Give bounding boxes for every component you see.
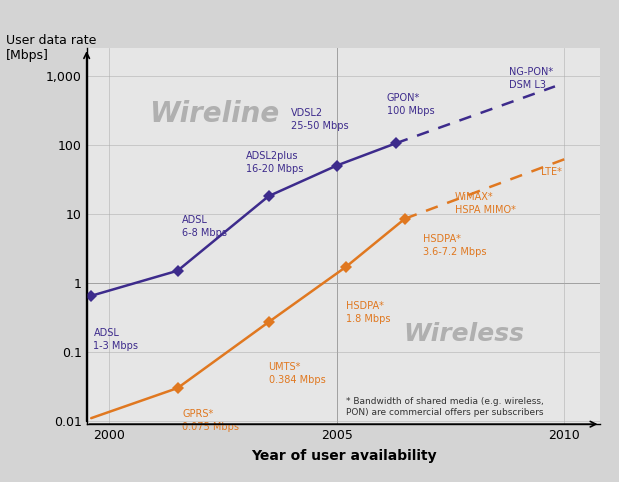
Text: GPRS*
0.075 Mbps: GPRS* 0.075 Mbps [182, 409, 239, 432]
Text: WiMAX*
HSPA MIMO*: WiMAX* HSPA MIMO* [455, 192, 516, 215]
Text: NG-PON*
DSM L3: NG-PON* DSM L3 [509, 67, 553, 90]
Text: HSDPA*
1.8 Mbps: HSDPA* 1.8 Mbps [346, 301, 391, 323]
X-axis label: Year of user availability: Year of user availability [251, 449, 436, 463]
Text: UMTS*
0.384 Mbps: UMTS* 0.384 Mbps [269, 362, 325, 385]
Text: Wireless: Wireless [404, 322, 524, 346]
Text: ADSL
6-8 Mbps: ADSL 6-8 Mbps [182, 215, 227, 238]
Text: GPON*
100 Mbps: GPON* 100 Mbps [387, 94, 435, 116]
Text: HSDPA*
3.6-7.2 Mbps: HSDPA* 3.6-7.2 Mbps [423, 234, 487, 257]
Text: User data rate
[Mbps]: User data rate [Mbps] [6, 34, 97, 62]
Text: ADSL2plus
16-20 Mbps: ADSL2plus 16-20 Mbps [246, 151, 303, 174]
Text: * Bandwidth of shared media (e.g. wireless,
PON) are commercial offers per subsc: * Bandwidth of shared media (e.g. wirele… [346, 397, 543, 417]
Text: LTE*: LTE* [542, 167, 562, 177]
Text: ADSL
1-3 Mbps: ADSL 1-3 Mbps [93, 328, 139, 351]
Text: Wireline: Wireline [149, 100, 279, 128]
Text: VDSL2
25-50 Mbps: VDSL2 25-50 Mbps [292, 108, 349, 131]
